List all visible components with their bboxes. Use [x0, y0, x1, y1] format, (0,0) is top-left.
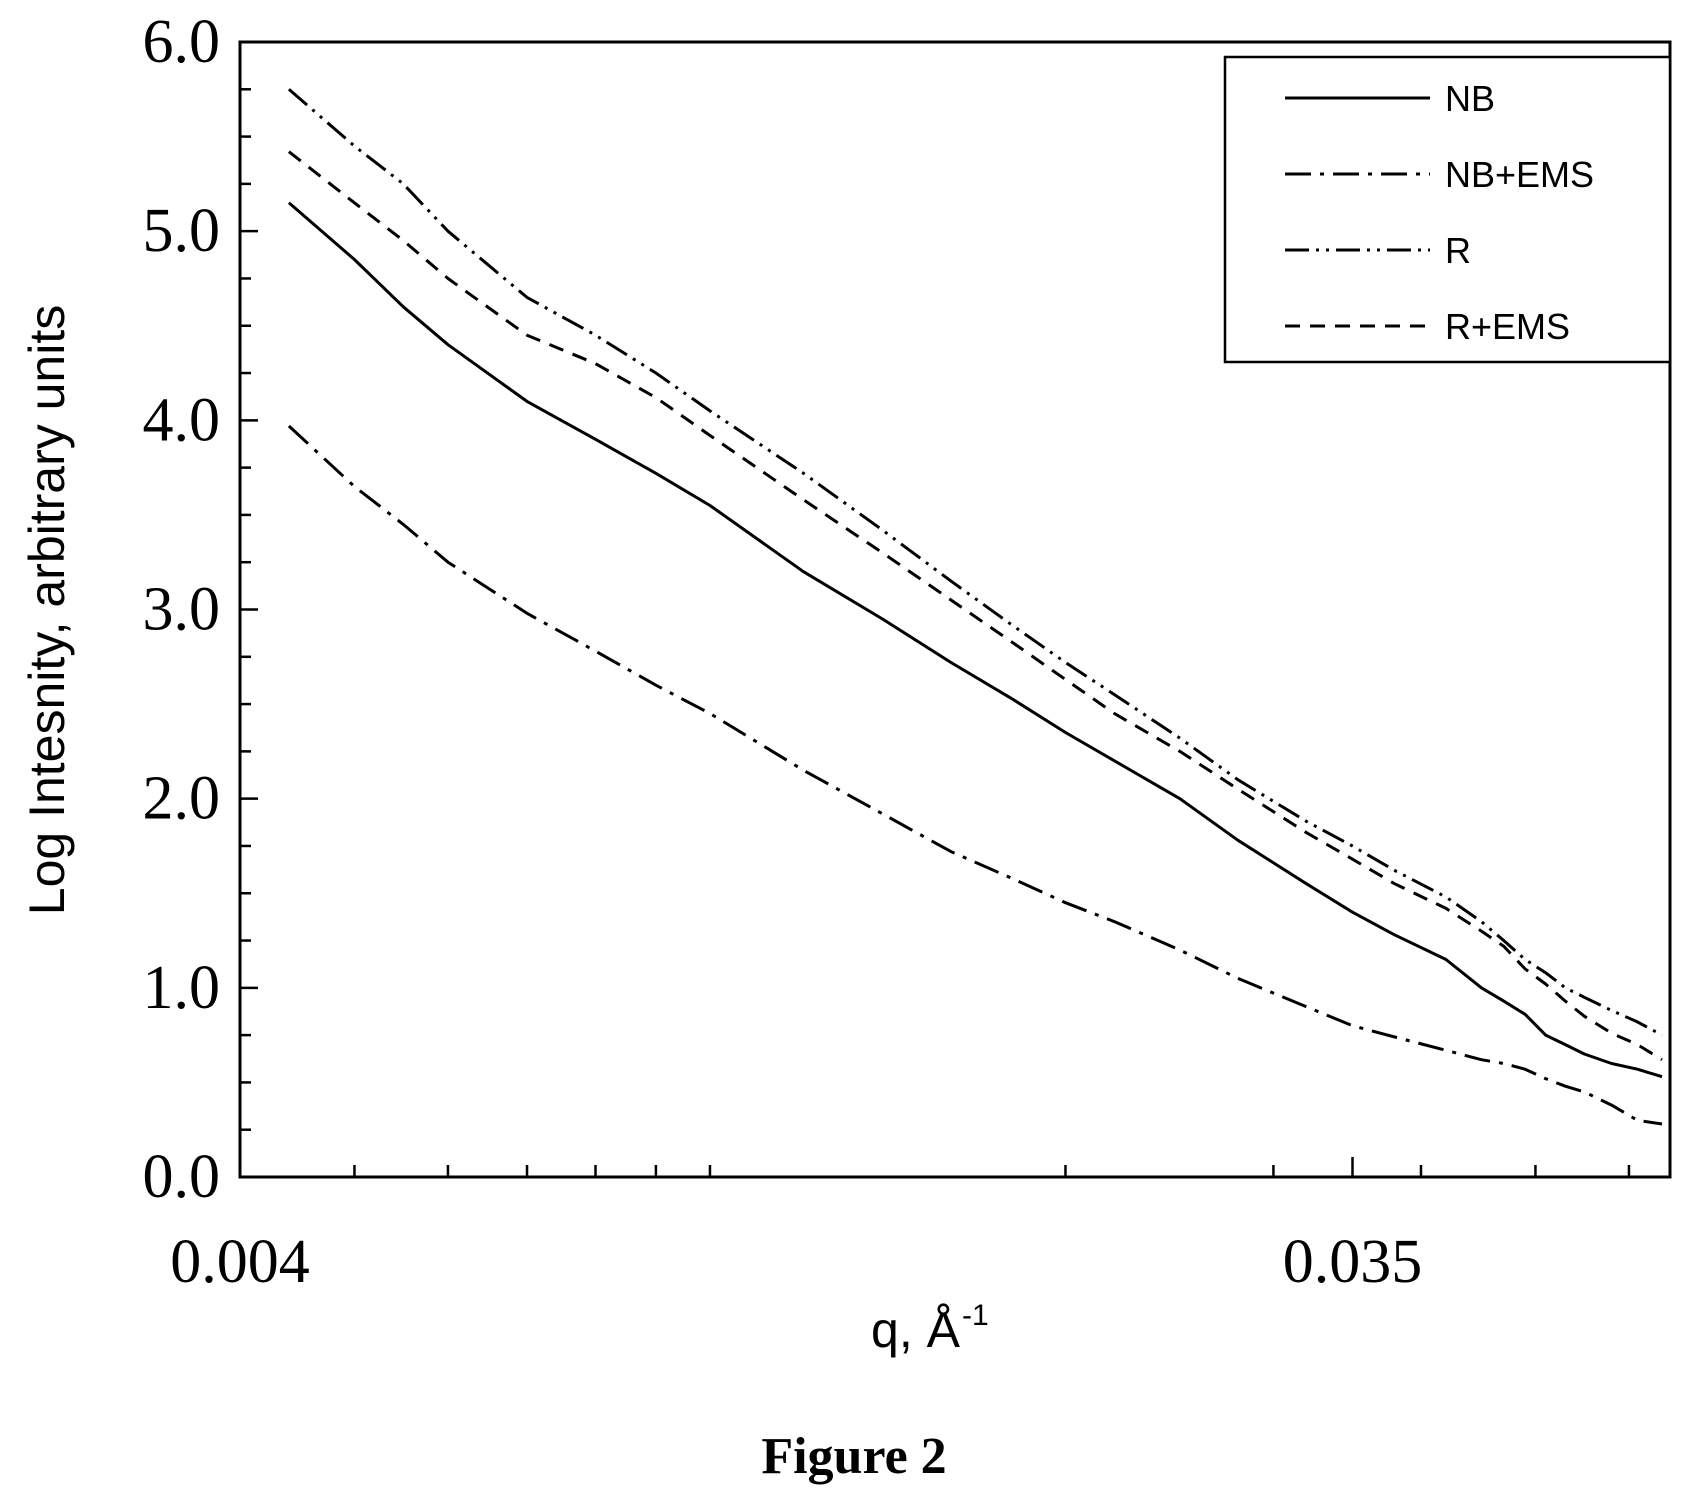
y-tick-label: 2.0: [143, 765, 221, 833]
legend: NB NB+EMS R R+EMS: [1223, 55, 1672, 364]
x-axis-ticks: 0.004 0.035: [170, 1157, 1631, 1296]
x-axis-title-superscript: -1: [962, 1299, 989, 1332]
x-tick-label: 0.035: [1283, 1228, 1423, 1296]
legend-label: NB+EMS: [1445, 154, 1594, 195]
y-axis-ticks: 0.0 1.0 2.0 3.0 4.0 5.0 6.0: [143, 8, 258, 1211]
x-tick-label: 0.004: [170, 1228, 310, 1296]
legend-label: R: [1445, 230, 1471, 271]
figure-caption: Figure 2: [761, 1428, 946, 1485]
series-line-r: [287, 88, 1663, 1037]
y-tick-label: 4.0: [143, 386, 221, 454]
y-tick-label: 1.0: [143, 954, 221, 1022]
y-tick-label: 3.0: [143, 576, 221, 644]
y-tick-label: 5.0: [143, 197, 221, 265]
series-line-nb: [287, 201, 1663, 1079]
series-line-nb-ems: [287, 424, 1663, 1126]
legend-label: NB: [1445, 78, 1495, 119]
legend-box: [1223, 55, 1672, 364]
series-line-r-ems: [287, 150, 1663, 1061]
series-layer: [287, 88, 1663, 1126]
y-tick-label: 6.0: [143, 8, 221, 76]
y-axis-title: Log Intesnity, arbitrary units: [19, 305, 75, 915]
x-axis-title: q, Å: [871, 1302, 961, 1358]
y-tick-label: 0.0: [143, 1143, 221, 1211]
legend-label: R+EMS: [1445, 306, 1570, 347]
legend-items: NB NB+EMS R R+EMS: [1285, 78, 1594, 347]
